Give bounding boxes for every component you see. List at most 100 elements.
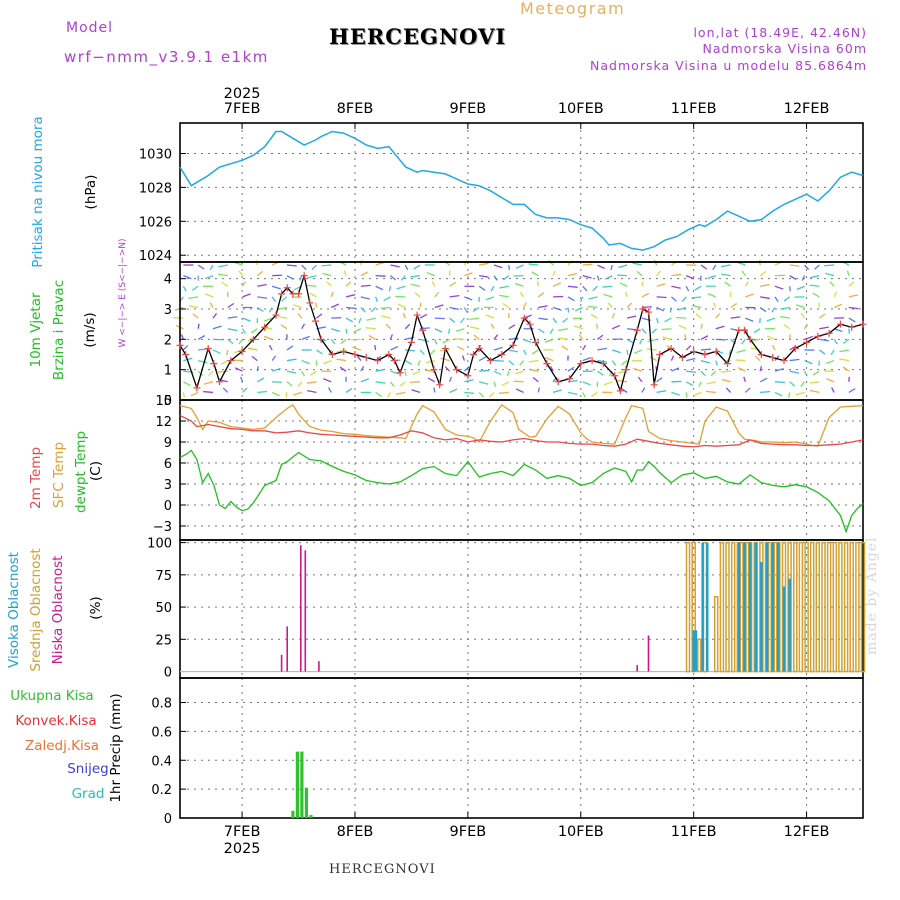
wind-gust-marker bbox=[712, 347, 720, 355]
wind-gust-marker bbox=[317, 335, 325, 343]
wind-arrow bbox=[754, 355, 761, 362]
wind-arrow bbox=[523, 338, 532, 344]
wind-arrow bbox=[306, 284, 317, 287]
wind-arrow bbox=[425, 359, 435, 364]
wind-arrow bbox=[234, 367, 243, 372]
wind-arrow bbox=[390, 264, 400, 268]
wind-arrow bbox=[803, 370, 808, 377]
wind-arrow bbox=[345, 387, 353, 393]
wind-arrow bbox=[233, 349, 243, 354]
wind-arrow bbox=[700, 370, 706, 377]
wind-arrow bbox=[744, 387, 751, 393]
wind-gust-marker bbox=[814, 332, 822, 340]
wind-gust-marker bbox=[176, 341, 184, 349]
wind-arrow bbox=[345, 294, 356, 298]
wind-arrow bbox=[257, 296, 268, 299]
wind-arrow bbox=[375, 261, 385, 266]
wind-arrow bbox=[809, 284, 820, 287]
low-cloud-bar bbox=[647, 635, 650, 672]
wind-arrow bbox=[833, 291, 837, 298]
wind-arrow bbox=[241, 281, 246, 287]
wind-arrow bbox=[339, 366, 347, 372]
wind-arrow bbox=[641, 306, 652, 309]
wind-arrow bbox=[404, 371, 407, 377]
wind-arrow bbox=[725, 387, 732, 393]
wind-arrow bbox=[204, 293, 214, 298]
wind-arrow bbox=[227, 302, 235, 309]
wind-arrow bbox=[463, 307, 468, 313]
wind-arrow bbox=[578, 334, 584, 340]
wind-arrow bbox=[498, 391, 509, 394]
panel-frame bbox=[179, 261, 864, 401]
wind-arrow bbox=[830, 349, 835, 356]
wind-arrow bbox=[691, 296, 702, 299]
wind-arrow bbox=[700, 323, 703, 329]
wind-arrow bbox=[681, 296, 687, 302]
precip-bar bbox=[309, 815, 313, 818]
year-label-top: 2025 bbox=[224, 86, 261, 102]
wind-arrow bbox=[649, 356, 657, 362]
wind-arrow bbox=[316, 313, 323, 319]
mid-cloud-bar bbox=[798, 541, 804, 673]
precip-bar bbox=[291, 810, 295, 818]
wind-arrow bbox=[515, 388, 524, 394]
mid-cloud-bar bbox=[821, 541, 826, 673]
low-cloud-bar bbox=[300, 545, 302, 672]
wind-arrow bbox=[626, 302, 633, 308]
wind-arrow bbox=[730, 303, 738, 309]
wind-arrow bbox=[203, 390, 214, 394]
wind-arrow bbox=[774, 296, 779, 302]
wind-arrow bbox=[809, 381, 820, 384]
wind-arrow bbox=[449, 317, 456, 323]
high-cloud-bar bbox=[701, 542, 704, 672]
wind-arrow bbox=[182, 392, 186, 398]
wind-arrow bbox=[626, 349, 629, 356]
wind-gust-marker bbox=[278, 290, 286, 298]
wind-arrow bbox=[314, 302, 318, 308]
wind-arrow bbox=[360, 378, 370, 383]
wind-gust-marker bbox=[362, 354, 370, 362]
wind-arrow bbox=[721, 378, 731, 383]
wind-arrow bbox=[434, 317, 445, 320]
wind-gust-marker bbox=[351, 351, 359, 359]
wind-arrow bbox=[789, 358, 800, 362]
wind-arrow bbox=[345, 328, 348, 334]
wind-arrow bbox=[412, 370, 421, 376]
station-title: HERCEGNOVI bbox=[329, 24, 507, 49]
wind-arrow bbox=[670, 355, 675, 361]
x-date-label-bottom: 11FEB bbox=[671, 824, 717, 840]
wind-arrow bbox=[656, 283, 666, 287]
wind-gust-marker bbox=[283, 284, 291, 292]
high-cloud-axis-title: Visoka Oblacnost bbox=[6, 552, 22, 668]
wind-arrow bbox=[567, 272, 578, 277]
y-tick-label: 100 bbox=[147, 537, 172, 552]
wind-arrow bbox=[442, 338, 450, 344]
wind-arrow bbox=[263, 335, 273, 340]
wind-gust-marker bbox=[182, 351, 190, 359]
wind-arrow bbox=[771, 344, 776, 351]
wind-arrow bbox=[686, 370, 697, 373]
wind-gust-marker bbox=[554, 378, 562, 386]
wind-arrow bbox=[485, 314, 495, 319]
y-tick-label: 25 bbox=[155, 633, 172, 648]
wind-arrow bbox=[464, 272, 473, 277]
wind-arrow bbox=[469, 317, 480, 321]
wind-arrow bbox=[502, 302, 510, 309]
wind-arrow bbox=[454, 338, 465, 340]
wind-arrow bbox=[611, 312, 615, 319]
wind-arrow bbox=[413, 264, 421, 270]
wind-arrow bbox=[417, 360, 421, 366]
dewpoint-axis-title: dewpt Temp bbox=[73, 431, 89, 513]
wind-arrow bbox=[375, 285, 384, 291]
wind-arrow bbox=[814, 264, 820, 270]
wind-arrow bbox=[736, 349, 746, 354]
wind-arrow bbox=[490, 323, 495, 330]
wind-arrow bbox=[375, 296, 378, 303]
wind-arrow bbox=[829, 281, 835, 287]
wind-arrow bbox=[580, 296, 584, 303]
wind-arrow bbox=[508, 324, 516, 330]
wind-arrow bbox=[661, 328, 672, 331]
wind-arrow bbox=[537, 328, 545, 334]
wind-arrow bbox=[582, 381, 591, 386]
wind-arrow bbox=[493, 275, 498, 281]
